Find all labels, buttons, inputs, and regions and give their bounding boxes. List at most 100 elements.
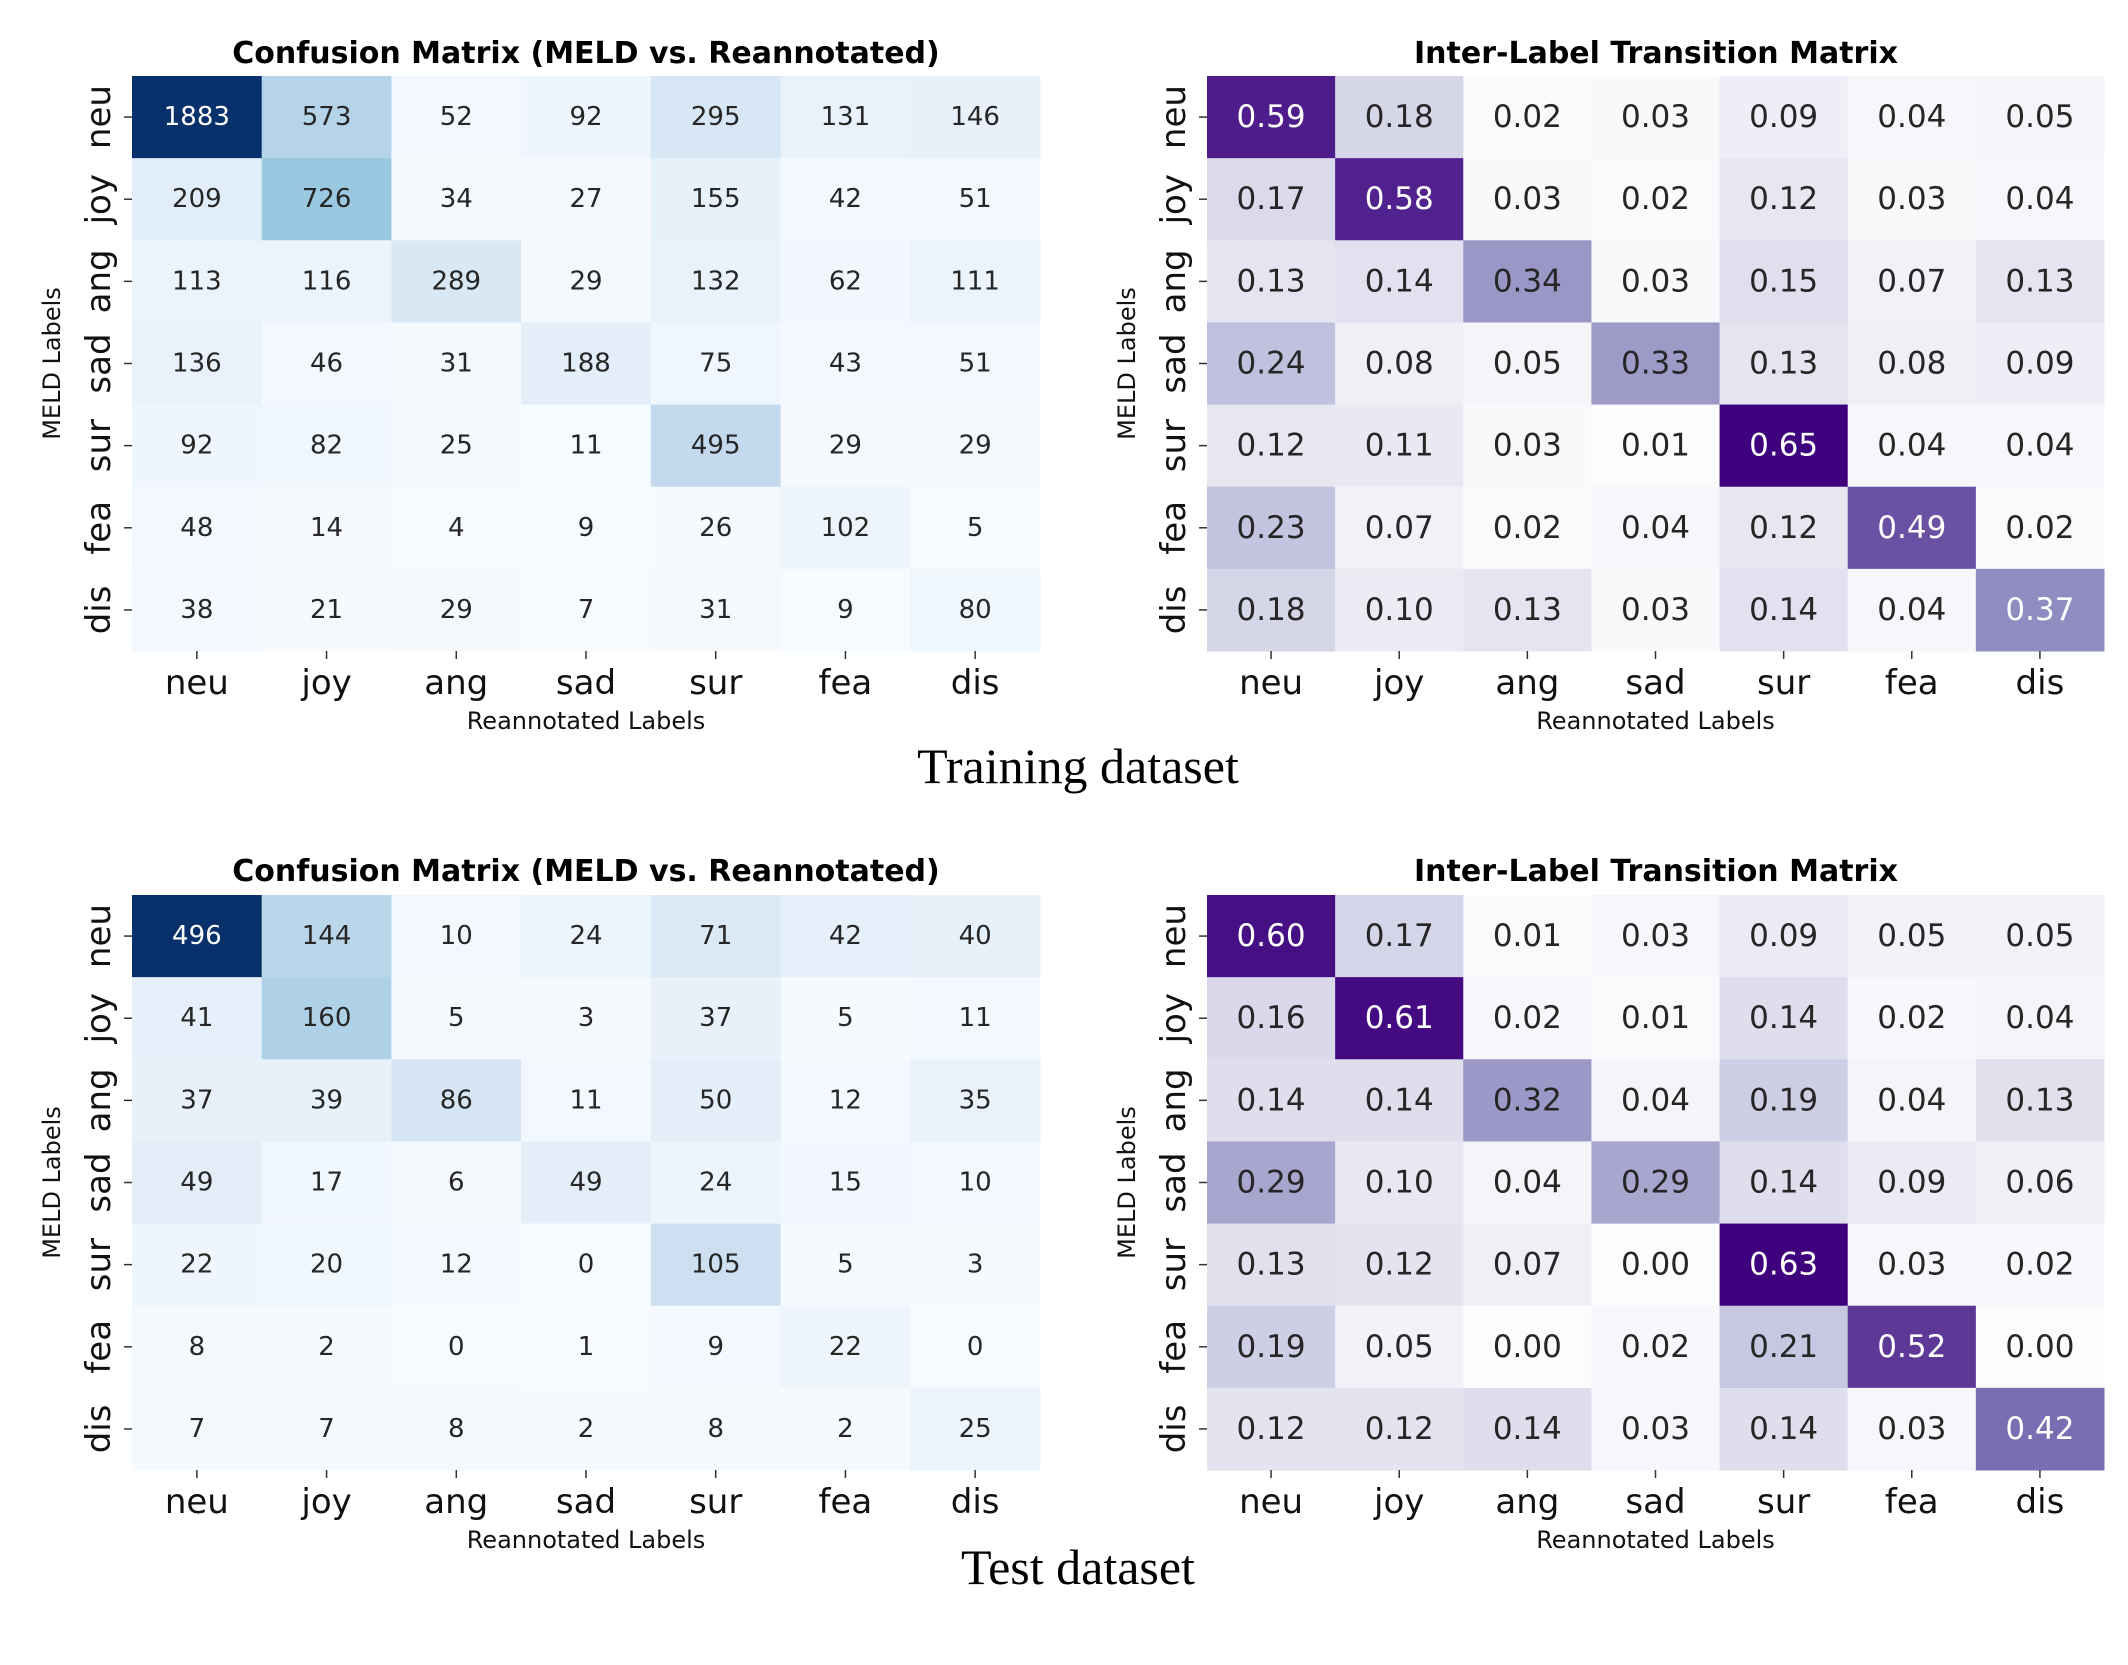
cell-value-label: 0.34 — [1493, 263, 1562, 299]
heatmap-cell — [132, 895, 263, 978]
cell-value-label: 0.03 — [1621, 263, 1690, 299]
cell-value-label: 0.05 — [1877, 918, 1946, 954]
heatmap-cell — [1335, 404, 1464, 488]
y-tick-label: ang — [79, 1068, 119, 1132]
cell-value-label: 0.03 — [1621, 918, 1690, 954]
cell-value-label: 8 — [189, 1332, 206, 1362]
cell-value-label: 132 — [691, 266, 741, 296]
heatmap-cell — [391, 486, 522, 570]
cell-value-label: 0.23 — [1237, 510, 1306, 546]
heatmap-cell — [910, 76, 1041, 159]
heatmap-cell — [1719, 895, 1849, 978]
heatmap-cell — [132, 1141, 263, 1225]
heatmap-cell — [650, 977, 782, 1060]
x-tick-label: sad — [1625, 663, 1685, 703]
cell-value-label: 0.13 — [1237, 1247, 1306, 1283]
cell-value-label: 131 — [821, 102, 871, 132]
heatmap-cell — [910, 1305, 1041, 1389]
heatmap-cell — [521, 240, 652, 323]
cell-value-label: 0.03 — [1877, 1411, 1946, 1447]
cell-value-label: 0.14 — [1365, 1082, 1434, 1118]
heatmap-cell — [1591, 1223, 1721, 1307]
cell-value-label: 0 — [967, 1332, 984, 1362]
heatmap-cell — [1975, 158, 2105, 241]
heatmap-cell — [650, 322, 782, 406]
cell-value-label: 9 — [837, 595, 854, 625]
y-tick-label: fea — [79, 501, 119, 555]
heatmap-cell — [132, 1305, 263, 1389]
cell-value-label: 38 — [180, 595, 213, 625]
x-tick-label: fea — [819, 1482, 873, 1522]
y-tick-label: joy — [1154, 174, 1194, 225]
cell-value-label: 160 — [302, 1003, 352, 1033]
heatmap-cell — [1207, 1305, 1336, 1389]
heatmap-cell — [1847, 895, 1977, 978]
heatmap-cell — [1335, 240, 1464, 323]
cell-value-label: 0.17 — [1237, 181, 1306, 217]
cell-value-label: 24 — [569, 921, 602, 951]
heatmap-cell — [391, 240, 522, 323]
cell-value-label: 0.02 — [1877, 1000, 1946, 1036]
x-tick-label: dis — [2016, 663, 2065, 703]
cell-value-label: 0.03 — [1621, 1411, 1690, 1447]
cell-value-label: 0.00 — [2005, 1329, 2074, 1365]
cell-value-label: 209 — [172, 184, 222, 214]
heatmap-cell — [1463, 1305, 1592, 1389]
cell-value-label: 0.06 — [2005, 1165, 2074, 1201]
cell-value-label: 0.63 — [1749, 1247, 1818, 1283]
heatmap-cell — [910, 1141, 1041, 1225]
heatmap-cell — [780, 240, 911, 323]
heatmap-cell — [132, 322, 263, 406]
y-tick-label: joy — [79, 993, 119, 1044]
cell-value-label: 40 — [959, 921, 992, 951]
cell-value-label: 15 — [829, 1168, 862, 1198]
cell-value-label: 5 — [448, 1003, 465, 1033]
heatmap-cell — [1719, 322, 1849, 406]
heatmap-cell — [391, 1223, 522, 1307]
heatmap-cell — [1591, 1141, 1721, 1225]
cell-value-label: 3 — [967, 1250, 984, 1280]
x-tick-label: fea — [1885, 663, 1939, 703]
heatmap-cell — [1463, 76, 1592, 159]
panel-title: Confusion Matrix (MELD vs. Reannotated) — [232, 36, 940, 71]
heatmap-cell — [261, 977, 392, 1060]
cell-value-label: 0.14 — [1749, 592, 1818, 628]
heatmap-cell — [1719, 1141, 1849, 1225]
cell-value-label: 0.04 — [1877, 1082, 1946, 1118]
heatmap-cell — [521, 1223, 652, 1307]
heatmap-cell — [1207, 1387, 1336, 1471]
y-tick-label: sur — [1154, 1238, 1194, 1291]
cell-value-label: 0.13 — [1749, 346, 1818, 382]
cell-value-label: 42 — [829, 921, 862, 951]
heatmap-cell — [132, 158, 263, 241]
cell-value-label: 0.04 — [1621, 1082, 1690, 1118]
y-tick-label: fea — [1154, 501, 1194, 555]
y-tick-label: dis — [79, 586, 119, 635]
heatmap-cell — [1463, 1141, 1592, 1225]
cell-value-label: 7 — [318, 1414, 335, 1444]
x-tick-label: dis — [2016, 1482, 2065, 1522]
heatmap-cell — [1463, 568, 1592, 652]
cell-value-label: 0.07 — [1365, 510, 1434, 546]
heatmap-cell — [1463, 486, 1592, 570]
heatmap-cell — [650, 1223, 782, 1307]
heatmap-cell — [1975, 76, 2105, 159]
cell-value-label: 0.03 — [1621, 592, 1690, 628]
heatmap-cell — [780, 1223, 911, 1307]
heatmap-cell — [1975, 322, 2105, 406]
cell-value-label: 111 — [950, 266, 1000, 296]
y-axis-label: MELD Labels — [1113, 1106, 1141, 1259]
x-tick-label: dis — [951, 663, 1000, 703]
heatmap-cell — [1975, 568, 2105, 652]
heatmap-cell — [132, 1223, 263, 1307]
x-tick-label: ang — [1495, 663, 1559, 703]
heatmap-cell — [1335, 1387, 1464, 1471]
cell-value-label: 25 — [440, 431, 473, 461]
heatmap-cell — [1463, 158, 1592, 241]
y-tick-label: sur — [79, 419, 119, 472]
cell-value-label: 0.05 — [1365, 1329, 1434, 1365]
cell-value-label: 2 — [578, 1414, 595, 1444]
cell-value-label: 0.08 — [1365, 346, 1434, 382]
heatmap-cell — [261, 404, 392, 488]
